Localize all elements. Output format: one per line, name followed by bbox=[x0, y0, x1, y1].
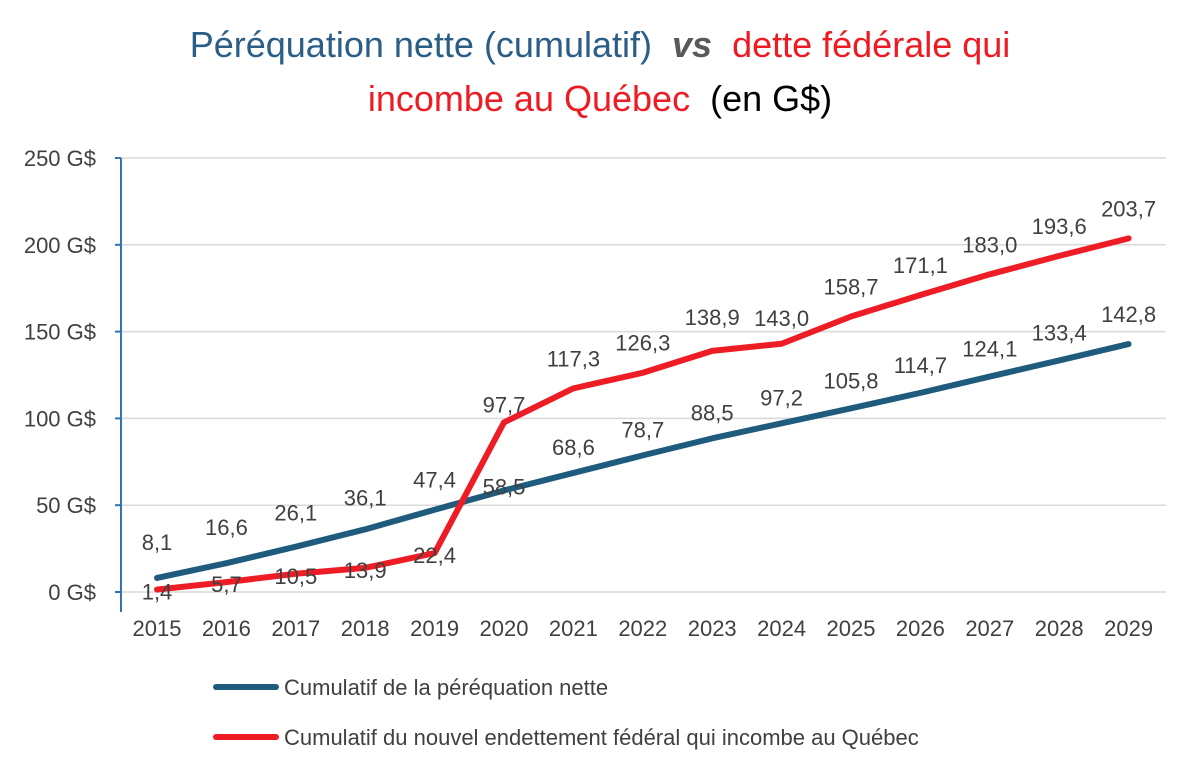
x-tick-label: 2015 bbox=[133, 616, 182, 641]
data-label: 26,1 bbox=[274, 501, 317, 526]
data-label: 143,0 bbox=[754, 306, 809, 331]
x-tick-label: 2027 bbox=[965, 616, 1014, 641]
legend-label-dette: Cumulatif du nouvel endettement fédéral … bbox=[284, 725, 919, 750]
data-label: 88,5 bbox=[691, 400, 734, 425]
legend: Cumulatif de la péréquation nette Cumula… bbox=[213, 675, 919, 750]
series-lines bbox=[154, 235, 1132, 593]
title-dette: dette fédérale qui bbox=[732, 24, 1010, 65]
data-label: 97,7 bbox=[483, 392, 526, 417]
y-tick-label: 200 G$ bbox=[24, 233, 96, 258]
x-tick-label: 2022 bbox=[618, 616, 667, 641]
data-label: 8,1 bbox=[142, 530, 173, 555]
y-tick-label: 0 G$ bbox=[48, 580, 96, 605]
data-label: 68,6 bbox=[552, 435, 595, 460]
legend-label-perequation: Cumulatif de la péréquation nette bbox=[284, 675, 608, 700]
series-line-perequation bbox=[154, 341, 1132, 581]
data-label: 97,2 bbox=[760, 385, 803, 410]
x-tick-label: 2023 bbox=[688, 616, 737, 641]
x-tick-label: 2024 bbox=[757, 616, 806, 641]
x-tick-label: 2020 bbox=[480, 616, 529, 641]
y-axis-ticks: 0 G$ 50 G$ 100 G$ 150 G$ 200 G$ 250 G$ bbox=[24, 146, 121, 605]
data-label: 16,6 bbox=[205, 515, 248, 540]
data-label: 1,4 bbox=[142, 580, 173, 605]
data-label: 47,4 bbox=[413, 468, 456, 493]
data-label: 78,7 bbox=[621, 417, 664, 442]
data-label: 171,1 bbox=[893, 253, 948, 278]
data-label: 10,5 bbox=[274, 564, 317, 589]
data-label: 203,7 bbox=[1101, 196, 1156, 221]
x-tick-label: 2025 bbox=[827, 616, 876, 641]
data-labels: 8,1 16,6 26,1 36,1 47,4 58,5 68,6 78,7 88,5 97,2 1… bbox=[142, 196, 1156, 604]
data-label: 158,7 bbox=[823, 274, 878, 299]
title-vs: vs bbox=[672, 24, 712, 65]
data-label: 105,8 bbox=[823, 368, 878, 393]
x-tick-label: 2018 bbox=[341, 616, 390, 641]
data-label: 22,4 bbox=[413, 543, 456, 568]
title-perequation: Péréquation nette (cumulatif) bbox=[190, 24, 652, 65]
x-tick-label: 2019 bbox=[410, 616, 459, 641]
x-tick-label: 2029 bbox=[1104, 616, 1153, 641]
data-label: 13,9 bbox=[344, 558, 387, 583]
x-tick-label: 2016 bbox=[202, 616, 251, 641]
chart-title-line-1: Péréquation nette (cumulatif) vs dette f… bbox=[190, 24, 1011, 65]
x-tick-label: 2026 bbox=[896, 616, 945, 641]
data-label: 193,6 bbox=[1032, 214, 1087, 239]
data-label: 133,4 bbox=[1032, 320, 1087, 345]
data-label: 183,0 bbox=[962, 232, 1017, 257]
data-label: 5,7 bbox=[211, 572, 242, 597]
data-label: 36,1 bbox=[344, 485, 387, 510]
data-label: 58,5 bbox=[483, 474, 526, 499]
x-axis-ticks: 2015 2016 2017 2018 2019 2020 2021 2022 2023 2024… bbox=[133, 616, 1154, 641]
data-label: 114,7 bbox=[894, 353, 947, 378]
title-unit: (en G$) bbox=[710, 78, 832, 119]
x-tick-label: 2028 bbox=[1035, 616, 1084, 641]
data-label: 126,3 bbox=[615, 331, 670, 356]
y-tick-label: 100 G$ bbox=[24, 406, 96, 431]
data-label: 142,8 bbox=[1101, 302, 1156, 327]
title-incombe: incombe au Québec bbox=[368, 78, 690, 119]
series-line-dette bbox=[154, 235, 1132, 593]
data-label: 124,1 bbox=[962, 337, 1017, 362]
x-tick-label: 2017 bbox=[271, 616, 320, 641]
y-tick-label: 50 G$ bbox=[36, 493, 96, 518]
y-tick-label: 250 G$ bbox=[24, 146, 96, 171]
chart-title-line-2: incombe au Québec (en G$) bbox=[368, 78, 832, 119]
y-tick-label: 150 G$ bbox=[24, 320, 96, 345]
gridlines bbox=[121, 157, 1166, 593]
data-label: 138,9 bbox=[685, 305, 740, 330]
data-label: 117,3 bbox=[547, 346, 600, 371]
x-tick-label: 2021 bbox=[549, 616, 598, 641]
